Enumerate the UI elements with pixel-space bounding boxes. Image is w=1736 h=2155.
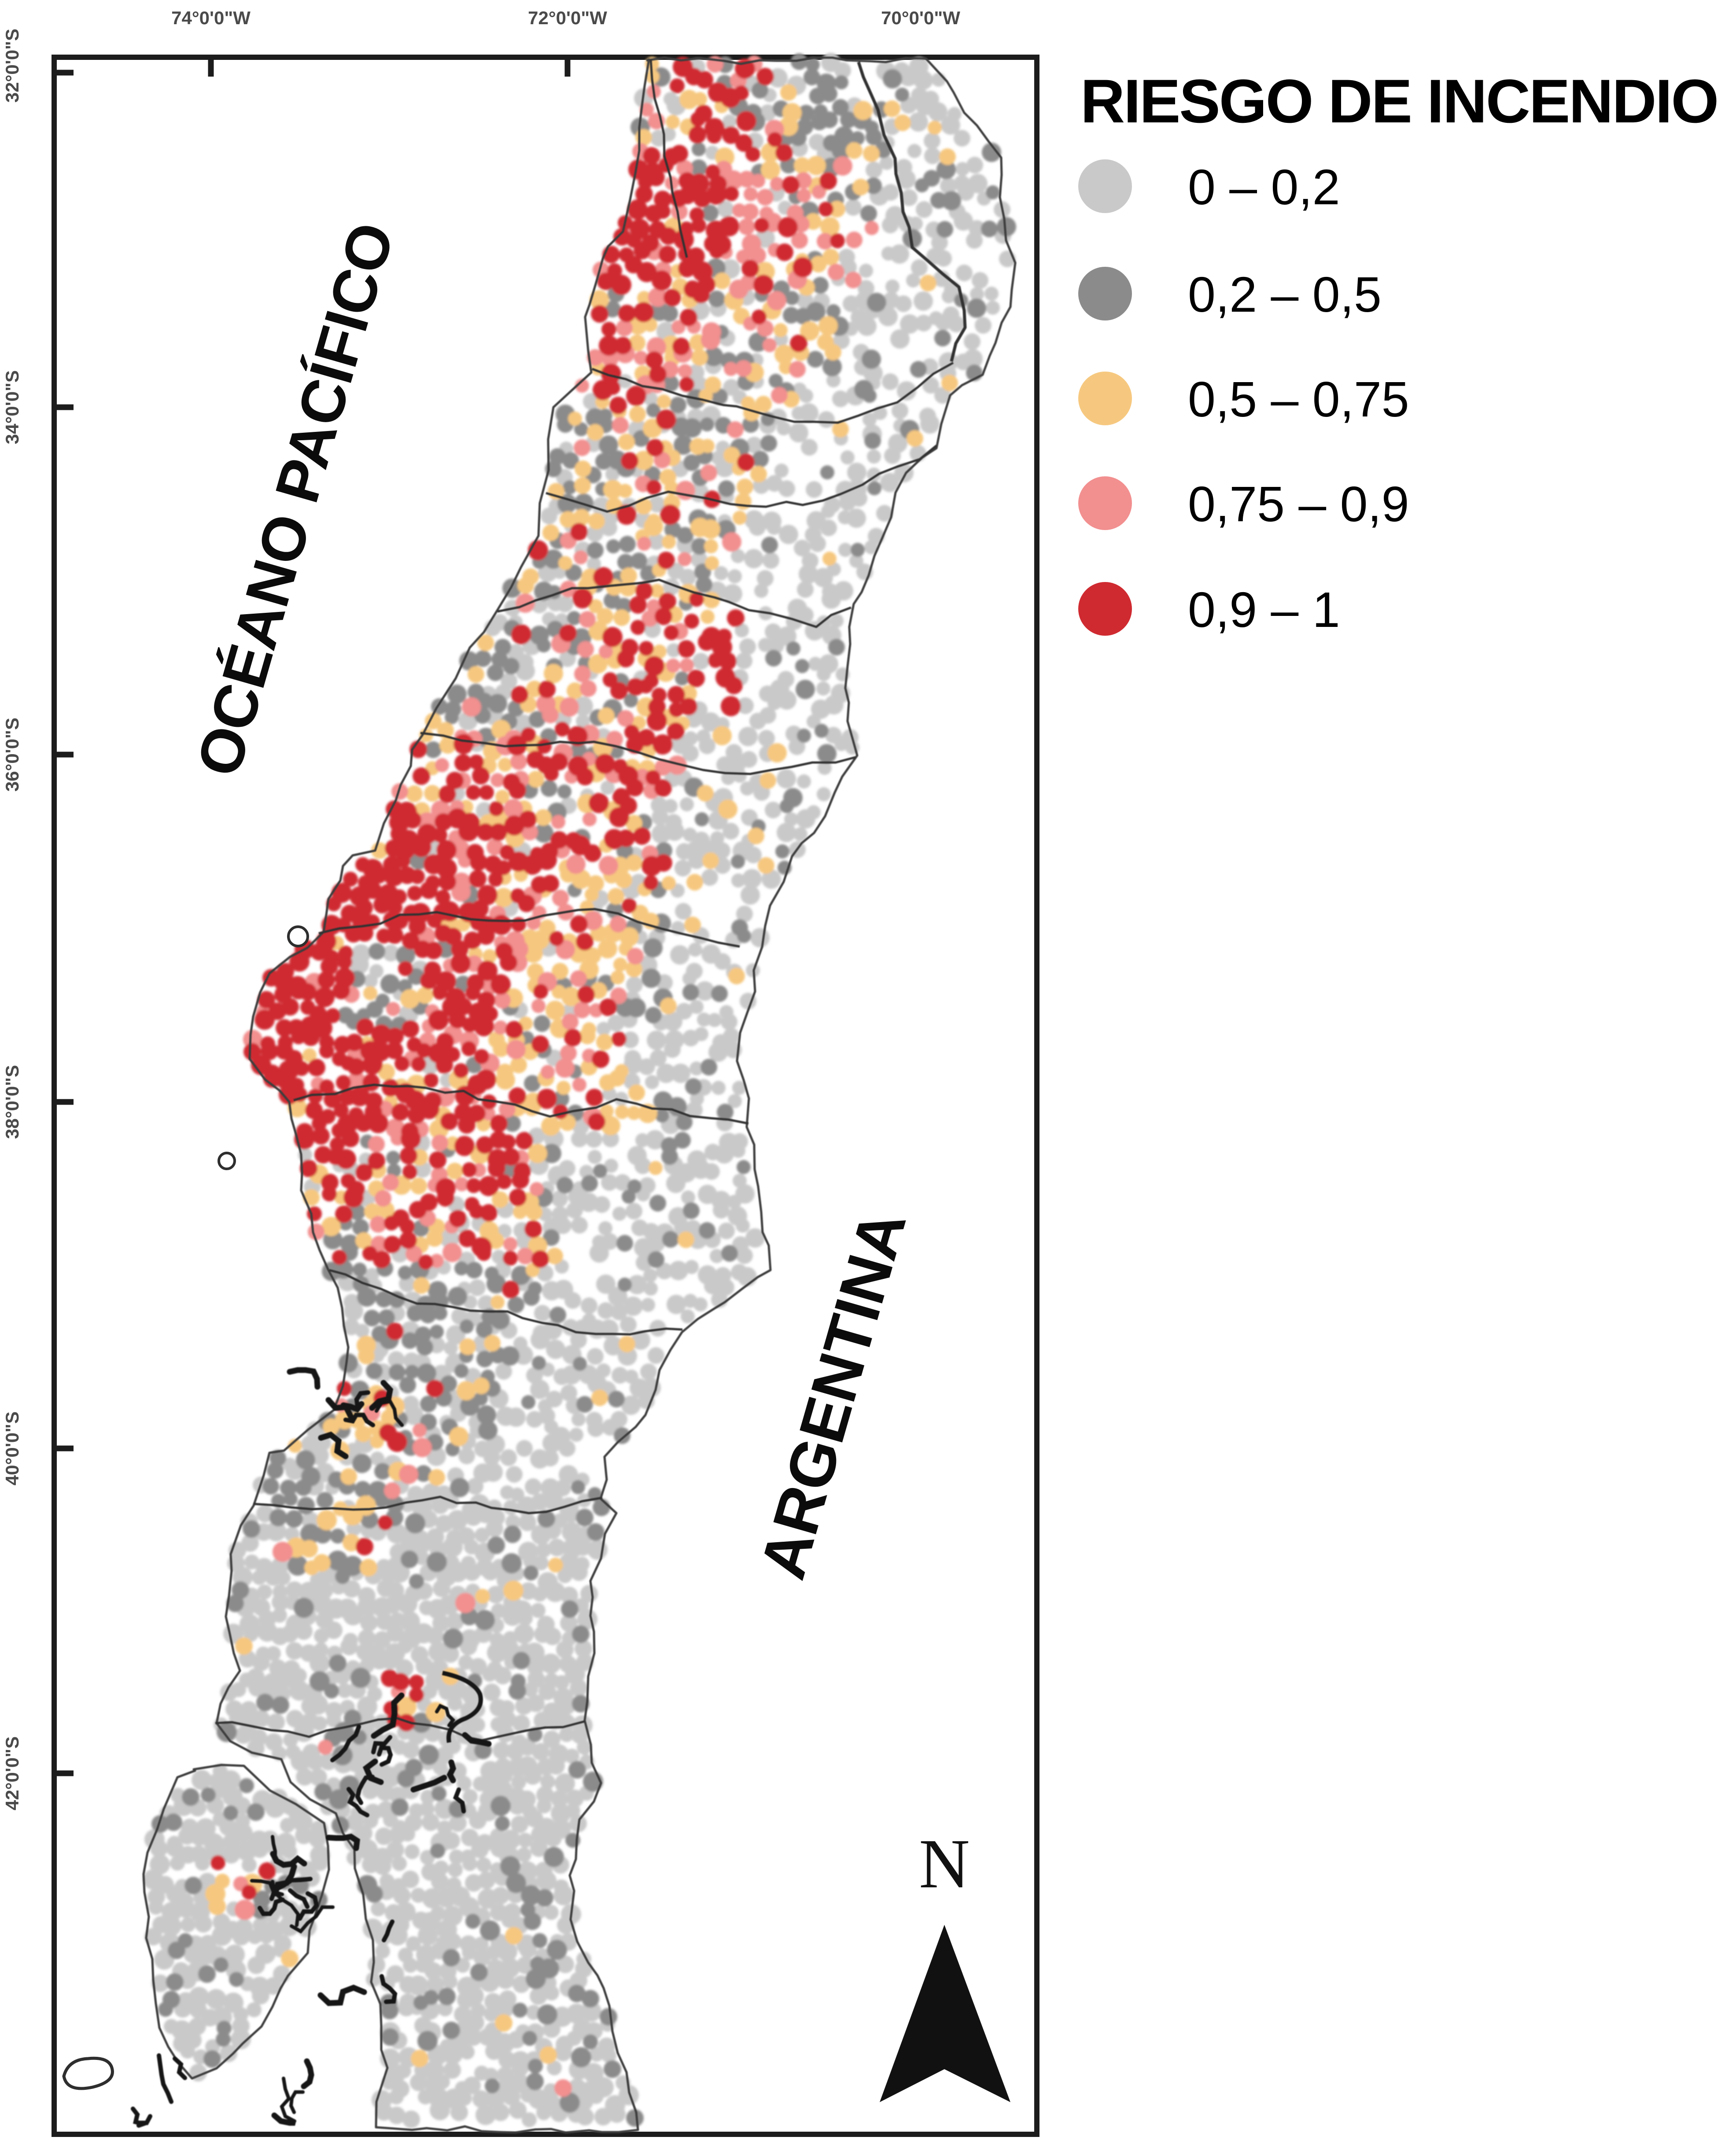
svg-text:34°0'0"S: 34°0'0"S [2,370,22,444]
svg-text:0 – 0,2: 0 – 0,2 [1188,159,1340,215]
svg-text:70°0'0"W: 70°0'0"W [881,7,960,28]
svg-text:0,5 – 0,75: 0,5 – 0,75 [1188,372,1409,427]
svg-text:RIESGO DE INCENDIO: RIESGO DE INCENDIO [1080,66,1718,136]
svg-text:42°0'0"S: 42°0'0"S [2,1736,22,1810]
svg-text:72°0'0"W: 72°0'0"W [528,7,607,28]
svg-text:0,2 – 0,5: 0,2 – 0,5 [1188,267,1382,322]
svg-text:38°0'0"S: 38°0'0"S [2,1065,22,1139]
svg-text:74°0'0"W: 74°0'0"W [171,7,251,28]
svg-text:0,75 – 0,9: 0,75 – 0,9 [1188,476,1409,532]
svg-text:0,9 – 1: 0,9 – 1 [1188,582,1340,637]
svg-text:40°0'0"S: 40°0'0"S [2,1411,22,1485]
svg-text:N: N [919,1824,970,1903]
svg-text:32°0'0"S: 32°0'0"S [2,29,22,103]
svg-text:36°0'0"S: 36°0'0"S [2,718,22,792]
